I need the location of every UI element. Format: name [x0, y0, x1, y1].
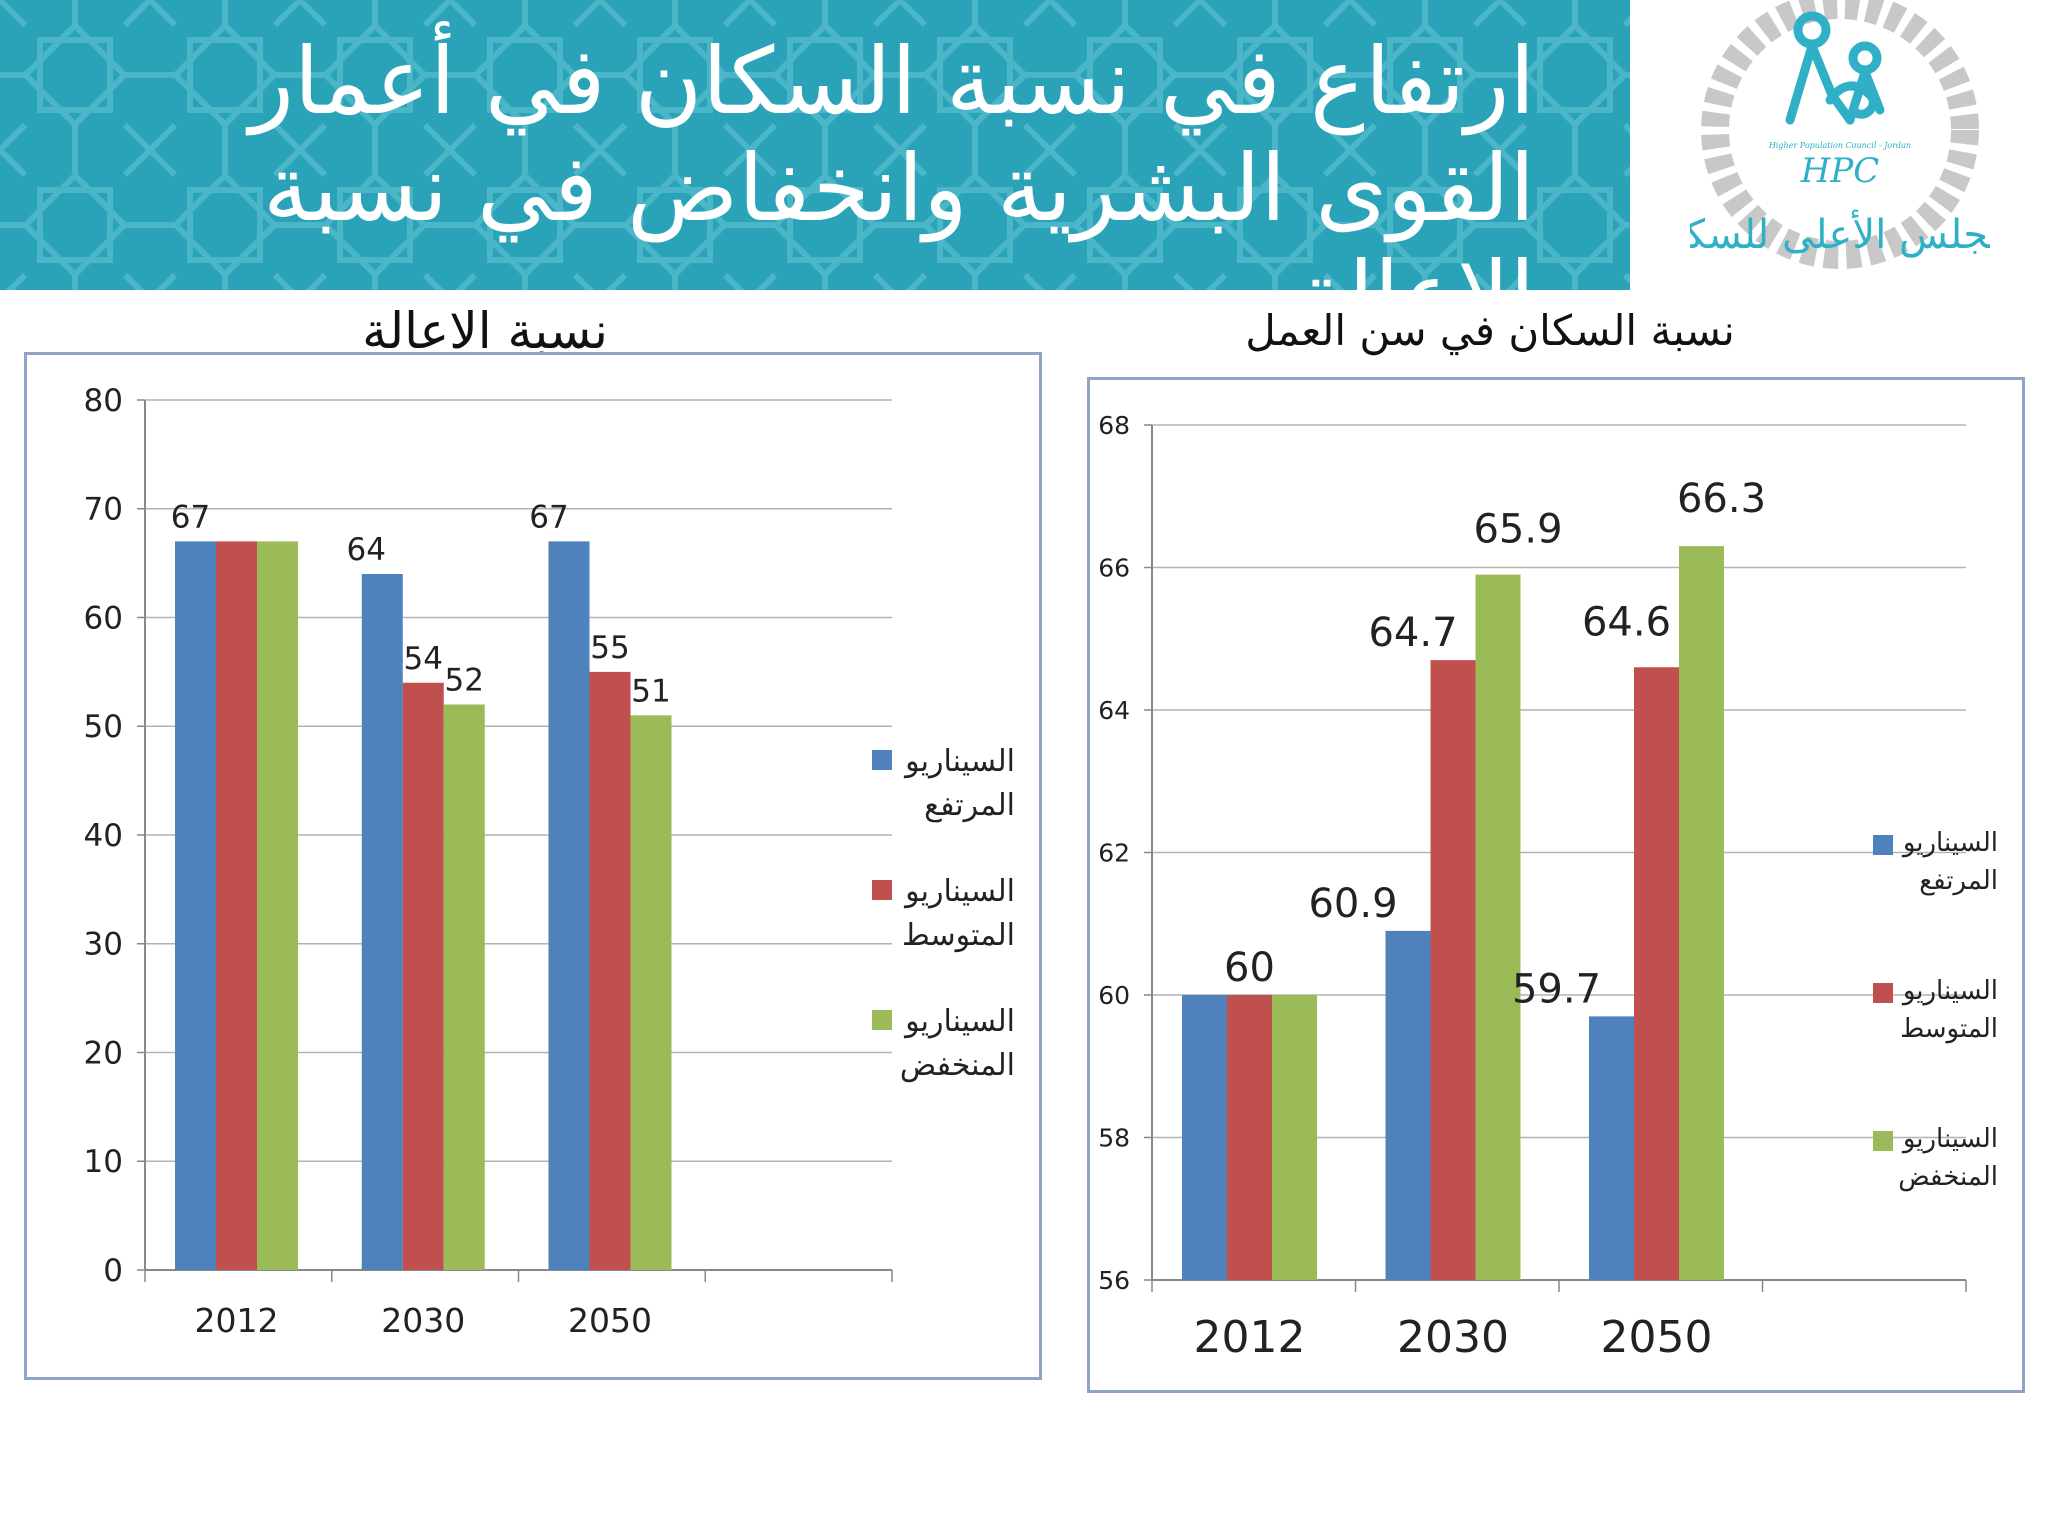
bar-2050-series-3	[630, 715, 672, 1270]
bar-2050-series-1	[548, 541, 590, 1270]
y-tick-label: 62	[1098, 838, 1130, 867]
x-category-label: 2050	[568, 1301, 652, 1340]
y-tick-label: 60	[1098, 981, 1130, 1010]
bar-2050-series-2	[1634, 667, 1679, 1280]
data-label: 60.9	[1308, 881, 1397, 927]
y-tick-label: 80	[84, 383, 123, 419]
bar-2050-series-2	[589, 671, 631, 1270]
svg-text:HPC: HPC	[1800, 151, 1880, 191]
y-tick-label: 30	[84, 927, 123, 963]
data-label: 67	[529, 499, 568, 535]
legend-swatch	[1873, 835, 1893, 855]
y-tick-label: 20	[84, 1035, 123, 1071]
legend-swatch	[872, 750, 892, 770]
bar-2030-series-2	[1430, 660, 1476, 1280]
data-label: 66.3	[1677, 476, 1766, 522]
y-tick-label: 40	[84, 818, 123, 854]
y-tick-label: 58	[1098, 1123, 1130, 1152]
data-label: 60	[1224, 945, 1275, 991]
x-category-label: 2012	[195, 1301, 279, 1340]
legend-label: السيناريو المنخفض	[899, 1004, 1015, 1083]
data-label: 67	[171, 499, 210, 535]
bar-2030-series-1	[361, 574, 403, 1270]
bar-2030-series-2	[402, 682, 444, 1270]
bar-2050-series-3	[1679, 546, 1724, 1280]
y-tick-label: 64	[1098, 696, 1130, 725]
y-tick-label: 70	[84, 492, 123, 528]
dependency-ratio-chart: 0 10 20 30 40 50 60 70 80 2012 2030 2050 67 64 54 52 67 5…	[24, 352, 1042, 1380]
legend-swatch	[1873, 1131, 1893, 1151]
y-tick-label: 60	[84, 600, 123, 636]
bar-2012-series-2	[1227, 995, 1272, 1280]
legend-label: السيناريو المتوسط	[1900, 976, 1998, 1044]
bar-2050-series-1	[1589, 1016, 1634, 1280]
x-category-label: 2050	[1601, 1312, 1713, 1363]
y-tick-label: 68	[1098, 411, 1130, 440]
bar-2030-series-3	[443, 704, 485, 1270]
y-tick-label: 50	[84, 709, 123, 745]
bar-2012-series-1	[1182, 995, 1227, 1280]
bar-2030-series-1	[1385, 930, 1431, 1280]
svg-text:المجلس الأعلى للسكان: المجلس الأعلى للسكان	[1690, 209, 1990, 258]
legend-label: السيناريو المرتفع	[1902, 828, 1998, 896]
banner-pattern	[0, 0, 1630, 290]
legend-label: السيناريو المتوسط	[902, 874, 1015, 953]
slide-title: ارتفاع في نسبة السكان في أعمار القوى الب…	[249, 28, 1535, 290]
right-chart-title: نسبة السكان في سن العمل	[1245, 306, 1735, 355]
legend-label: السيناريو المرتفع	[905, 744, 1015, 823]
y-tick-label: 56	[1098, 1266, 1130, 1295]
legend-swatch	[1873, 983, 1893, 1003]
data-label: 54	[404, 641, 443, 677]
y-tick-label: 0	[103, 1253, 123, 1289]
svg-text:Higher Population Council - Jo: Higher Population Council - Jordan	[1768, 141, 1911, 150]
x-category-label: 2030	[381, 1301, 465, 1340]
data-label: 51	[631, 673, 670, 709]
bar-2012-series-1	[175, 541, 216, 1270]
bar-2012-series-2	[216, 541, 257, 1270]
legend-label: السيناريو المنخفض	[1898, 1124, 1998, 1192]
working-age-plot: 56 58 60 62 64 66 68 2012 2030 2050 60 60.9 64.7 65.9…	[1098, 411, 1967, 1363]
data-label: 59.7	[1512, 966, 1601, 1012]
data-label: 64	[347, 532, 386, 568]
y-tick-label: 66	[1098, 553, 1130, 582]
hpc-logo-icon: Higher Population Council - Jordan HPC ا…	[1690, 0, 1990, 269]
bar-2012-series-3	[1272, 995, 1317, 1280]
x-category-label: 2012	[1194, 1312, 1306, 1363]
data-label: 55	[590, 630, 629, 666]
data-label: 64.7	[1368, 610, 1457, 656]
data-label: 52	[445, 663, 484, 699]
bar-2030-series-3	[1475, 574, 1521, 1280]
x-category-label: 2030	[1397, 1312, 1509, 1363]
legend-swatch	[872, 1010, 892, 1030]
working-age-chart: 56 58 60 62 64 66 68 2012 2030 2050 60 60.9 64.7 65.9…	[1087, 377, 2025, 1393]
data-label: 64.6	[1582, 599, 1671, 645]
y-tick-label: 10	[84, 1144, 123, 1180]
left-chart-title: نسبة الاعالة	[362, 302, 608, 360]
legend-swatch	[872, 880, 892, 900]
data-label: 65.9	[1473, 507, 1562, 553]
bar-2012-series-3	[257, 541, 298, 1270]
title-banner: ارتفاع في نسبة السكان في أعمار القوى الب…	[0, 0, 1630, 290]
